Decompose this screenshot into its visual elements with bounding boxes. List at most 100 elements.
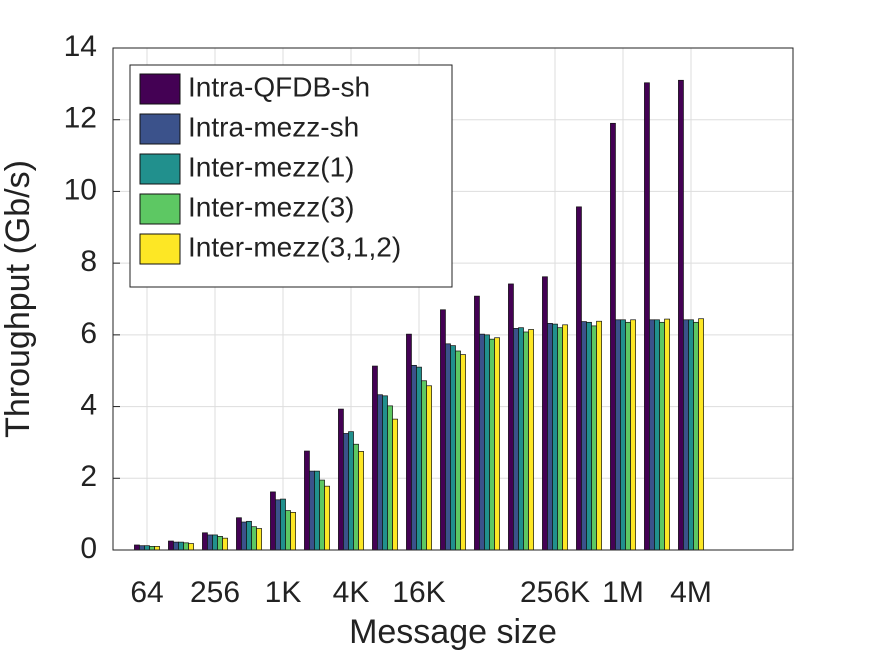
bar — [698, 318, 704, 551]
bar — [528, 329, 534, 551]
bar — [411, 364, 417, 551]
bar — [202, 532, 208, 551]
legend-label: Inter-mezz(3) — [188, 191, 354, 222]
legend: Intra-QFDB-sh Intra-mezz-sh Inter-mezz(1) I… — [129, 64, 453, 288]
legend-label: Intra-mezz-sh — [188, 111, 359, 142]
bar — [372, 365, 378, 551]
bar — [290, 511, 296, 551]
legend-swatch — [139, 233, 181, 265]
bar — [494, 337, 500, 551]
x-tick-label: 16K — [392, 576, 445, 609]
bar — [222, 537, 228, 551]
bar — [285, 510, 291, 551]
bar — [256, 528, 262, 551]
bar — [188, 543, 194, 551]
bar — [557, 327, 563, 551]
bar — [455, 350, 461, 551]
y-tick-label: 0 — [80, 532, 97, 565]
y-tick-label: 10 — [64, 173, 97, 206]
bar — [382, 395, 388, 551]
plot-frame — [112, 47, 794, 551]
legend-label: Intra-QFDB-sh — [188, 71, 370, 102]
bar — [154, 546, 160, 551]
bar — [426, 385, 432, 551]
legend-box — [129, 64, 453, 288]
bar — [693, 321, 699, 551]
bar — [518, 327, 524, 551]
bar — [358, 451, 364, 551]
bar — [392, 418, 398, 551]
bar — [542, 276, 548, 551]
bar — [178, 541, 184, 551]
bar — [581, 321, 587, 551]
legend-swatch — [139, 113, 181, 145]
bar — [659, 321, 665, 551]
bar — [314, 470, 320, 551]
bar — [212, 534, 218, 551]
bar — [484, 334, 490, 551]
x-tick-label: 64 — [130, 576, 163, 609]
bar — [236, 517, 242, 551]
x-tick-label: 1K — [265, 576, 302, 609]
y-tick-label: 4 — [80, 388, 97, 421]
bar — [343, 433, 349, 551]
x-tick-label: 256K — [520, 576, 590, 609]
bar — [513, 328, 519, 551]
bar — [406, 333, 412, 551]
bar — [217, 536, 223, 551]
bar — [649, 319, 655, 551]
x-tick-label: 4K — [333, 576, 370, 609]
bar — [183, 542, 189, 551]
bar — [270, 491, 276, 551]
bar — [523, 331, 529, 551]
bar — [610, 122, 616, 551]
bar — [552, 323, 558, 551]
bar — [421, 380, 427, 551]
legend-label: Inter-mezz(3,1,2) — [188, 231, 401, 262]
bars — [134, 79, 704, 551]
y-tick-label: 14 — [64, 30, 97, 63]
x-axis-title: Message size — [349, 613, 557, 651]
bar — [450, 345, 456, 551]
bar — [596, 320, 602, 551]
bar — [207, 534, 213, 551]
legend-swatch — [139, 73, 181, 105]
bar — [562, 324, 568, 551]
bar — [246, 520, 252, 551]
x-tick-label: 1M — [602, 576, 644, 609]
bar — [591, 325, 597, 551]
bar — [489, 338, 495, 551]
bar — [348, 431, 354, 551]
bar — [134, 544, 140, 551]
bar — [625, 321, 631, 551]
bar — [353, 443, 359, 551]
bar — [508, 283, 514, 551]
y-tick-label: 6 — [80, 317, 97, 350]
bar — [304, 450, 310, 551]
bar — [168, 540, 174, 551]
bar — [460, 354, 466, 551]
bar — [387, 405, 393, 551]
bar — [280, 498, 286, 551]
bar — [139, 545, 145, 551]
bar — [620, 319, 626, 551]
bar — [683, 319, 689, 551]
bar — [630, 319, 636, 551]
bar — [576, 206, 582, 551]
bar — [688, 319, 694, 551]
bar — [440, 309, 446, 551]
bar — [275, 499, 281, 551]
bar — [251, 526, 257, 551]
y-tick-label: 8 — [80, 245, 97, 278]
bar — [173, 541, 179, 551]
bar — [654, 319, 660, 551]
x-tick-label: 4M — [670, 576, 712, 609]
bar — [309, 470, 315, 551]
y-axis-title: Throughput (Gb/s) — [0, 160, 37, 438]
bar — [547, 323, 553, 551]
bar — [615, 319, 621, 551]
bar — [324, 485, 330, 551]
bar — [319, 479, 325, 551]
y-tick-label: 12 — [64, 102, 97, 135]
